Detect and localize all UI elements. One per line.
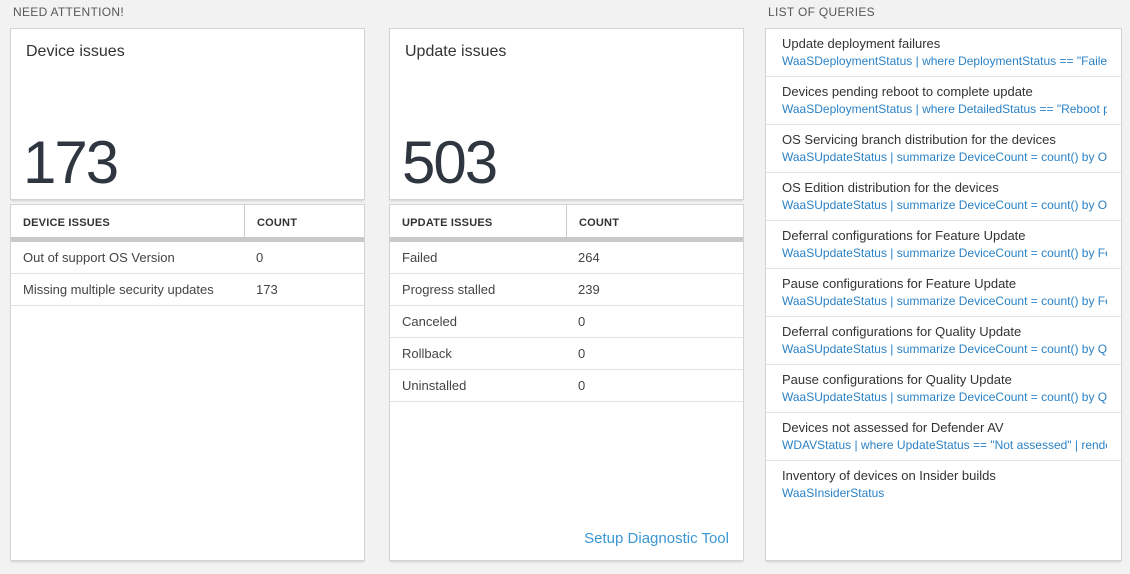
query-text: WaaSInsiderStatus xyxy=(782,486,885,500)
query-title: Pause configurations for Quality Update xyxy=(782,372,1012,387)
setup-diagnostic-tool-link[interactable]: Setup Diagnostic Tool xyxy=(584,530,729,547)
table-row[interactable]: Missing multiple security updates 173 xyxy=(11,274,364,306)
device-issues-column: NEED ATTENTION! Device issues 173 DEVICE… xyxy=(10,5,365,561)
row-count: 264 xyxy=(578,250,600,265)
row-label: Rollback xyxy=(402,346,452,361)
need-attention-label: NEED ATTENTION! xyxy=(13,5,124,19)
device-issues-count: 173 xyxy=(23,129,119,196)
query-list-item[interactable]: Devices not assessed for Defender AV WDA… xyxy=(766,413,1121,461)
query-list-item[interactable]: Update deployment failures WaaSDeploymen… xyxy=(766,29,1121,77)
query-text: WDAVStatus | where UpdateStatus == "Not … xyxy=(782,438,1107,452)
column-header-update-issues: UPDATE ISSUES xyxy=(402,217,493,229)
query-text: WaaSUpdateStatus | summarize DeviceCount… xyxy=(782,246,1107,260)
query-list-item[interactable]: Pause configurations for Quality Update … xyxy=(766,365,1121,413)
table-row[interactable]: Canceled 0 xyxy=(390,306,743,338)
query-text: WaaSDeploymentStatus | where DeploymentS… xyxy=(782,54,1107,68)
column-header-count: COUNT xyxy=(244,205,364,237)
row-label: Uninstalled xyxy=(402,378,467,393)
row-label: Missing multiple security updates xyxy=(23,282,214,297)
row-count: 0 xyxy=(578,314,586,329)
queries-column: LIST OF QUERIES Update deployment failur… xyxy=(765,5,1122,561)
column-header-count: COUNT xyxy=(566,205,743,237)
dashboard: NEED ATTENTION! Device issues 173 DEVICE… xyxy=(10,5,1122,561)
row-count: 239 xyxy=(578,282,600,297)
query-text: WaaSUpdateStatus | summarize DeviceCount… xyxy=(782,390,1107,404)
update-issues-column: Update issues 503 UPDATE ISSUES COUNT Fa… xyxy=(389,5,744,561)
query-list-item[interactable]: Pause configurations for Feature Update … xyxy=(766,269,1121,317)
row-label: Progress stalled xyxy=(402,282,496,297)
row-label: Canceled xyxy=(402,314,457,329)
row-count: 0 xyxy=(578,378,586,393)
query-text: WaaSUpdateStatus | summarize DeviceCount… xyxy=(782,294,1107,308)
table-row[interactable]: Rollback 0 xyxy=(390,338,743,370)
query-title: Pause configurations for Feature Update xyxy=(782,276,1017,291)
row-count: 0 xyxy=(578,346,586,361)
query-title: Inventory of devices on Insider builds xyxy=(782,468,996,483)
update-issues-tile[interactable]: Update issues 503 xyxy=(389,28,744,200)
list-of-queries-label: LIST OF QUERIES xyxy=(768,5,875,19)
query-title: Devices pending reboot to complete updat… xyxy=(782,84,1033,99)
device-issues-table: DEVICE ISSUES COUNT Out of support OS Ve… xyxy=(10,204,365,561)
tile-title: Device issues xyxy=(26,43,125,60)
query-text: WaaSDeploymentStatus | where DetailedSta… xyxy=(782,102,1107,116)
query-title: Devices not assessed for Defender AV xyxy=(782,420,1004,435)
query-list-item[interactable]: OS Servicing branch distribution for the… xyxy=(766,125,1121,173)
update-issues-table: UPDATE ISSUES COUNT Failed 264 Progress … xyxy=(389,204,744,561)
query-text: WaaSUpdateStatus | summarize DeviceCount… xyxy=(782,342,1107,356)
query-list-item[interactable]: Inventory of devices on Insider builds W… xyxy=(766,461,1121,508)
row-label: Failed xyxy=(402,250,438,265)
table-header-row: DEVICE ISSUES COUNT xyxy=(11,205,364,242)
query-text: WaaSUpdateStatus | summarize DeviceCount… xyxy=(782,198,1107,212)
column-label-spacer xyxy=(389,5,744,28)
query-title: OS Edition distribution for the devices xyxy=(782,180,999,195)
query-title: OS Servicing branch distribution for the… xyxy=(782,132,1056,147)
table-row[interactable]: Uninstalled 0 xyxy=(390,370,743,402)
query-list: Update deployment failures WaaSDeploymen… xyxy=(765,28,1122,561)
row-count: 0 xyxy=(256,250,264,265)
query-title: Update deployment failures xyxy=(782,36,941,51)
column-header-device-issues: DEVICE ISSUES xyxy=(23,217,110,229)
table-header-row: UPDATE ISSUES COUNT xyxy=(390,205,743,242)
table-row[interactable]: Out of support OS Version 0 xyxy=(11,242,364,274)
row-count: 173 xyxy=(256,282,278,297)
row-label: Out of support OS Version xyxy=(23,250,175,265)
query-list-item[interactable]: Deferral configurations for Feature Upda… xyxy=(766,221,1121,269)
table-row[interactable]: Failed 264 xyxy=(390,242,743,274)
device-issues-tile[interactable]: Device issues 173 xyxy=(10,28,365,200)
tile-title: Update issues xyxy=(405,43,507,60)
query-list-item[interactable]: Devices pending reboot to complete updat… xyxy=(766,77,1121,125)
query-list-item[interactable]: OS Edition distribution for the devices … xyxy=(766,173,1121,221)
query-list-item[interactable]: Deferral configurations for Quality Upda… xyxy=(766,317,1121,365)
update-issues-count: 503 xyxy=(402,129,498,196)
table-row[interactable]: Progress stalled 239 xyxy=(390,274,743,306)
query-title: Deferral configurations for Quality Upda… xyxy=(782,324,1022,339)
query-text: WaaSUpdateStatus | summarize DeviceCount… xyxy=(782,150,1107,164)
query-title: Deferral configurations for Feature Upda… xyxy=(782,228,1026,243)
